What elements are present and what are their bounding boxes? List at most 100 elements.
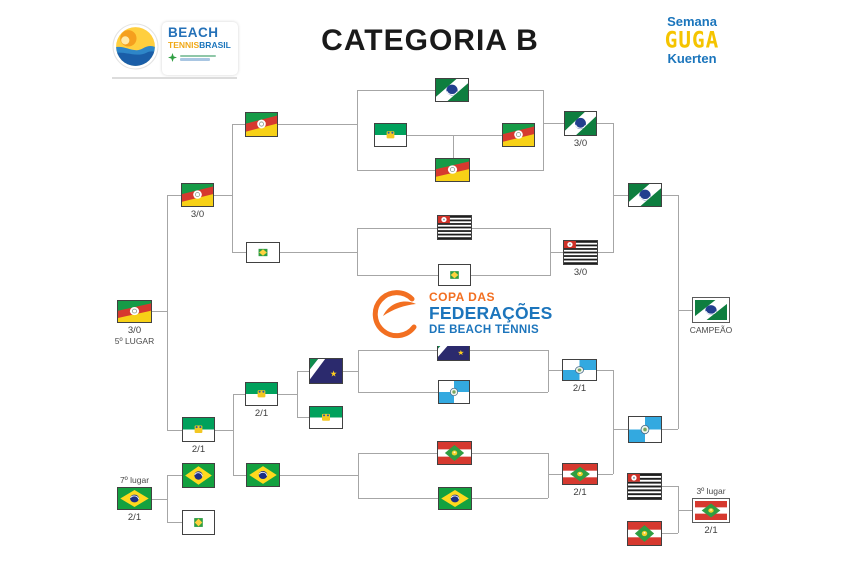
bracket-line	[280, 252, 357, 253]
page-title: CATEGORIA B	[321, 24, 539, 57]
svg-text:★: ★	[330, 369, 337, 379]
beach-tennis-ball-icon	[112, 23, 159, 70]
bracket-line	[167, 195, 168, 430]
parana-flag-icon	[436, 79, 468, 101]
bracket-line	[678, 510, 692, 511]
bracket-node-third-place-winner-santa-catarina	[692, 498, 730, 523]
bracket-line	[233, 394, 245, 395]
match-score: 3/0	[190, 209, 205, 220]
bracket-line	[613, 195, 628, 196]
bracket-line	[215, 430, 233, 431]
bracket-line	[167, 430, 182, 431]
match-score: 2/1	[127, 512, 142, 523]
bracket-line	[548, 453, 549, 498]
bracket-node-prelim-rio-grande-do-norte	[374, 123, 407, 147]
beach-tennis-brasil-logo: BEACH TENNISBRASIL	[112, 20, 238, 78]
santa-catarina-flag-icon	[695, 501, 727, 520]
bracket-line	[278, 394, 297, 395]
guga-wordmark: GUGA	[664, 27, 720, 53]
bracket-line	[280, 475, 358, 476]
bracket-line	[598, 474, 613, 475]
bracket-line	[297, 417, 309, 418]
rio-de-janeiro-flag-icon	[629, 417, 661, 442]
rio-grande-do-sul-flag-icon	[503, 124, 534, 146]
de-beach-tennis-text: DE BEACH TENNIS	[429, 323, 539, 336]
copa-swirl-icon	[368, 286, 424, 342]
bracket-node-semi-top-winner-parana	[628, 183, 662, 207]
bracket-line	[613, 370, 614, 474]
copa-federacoes-logo: COPA DAS FEDERAÇÕES DE BEACH TENNIS	[368, 286, 552, 346]
confederation-crest-icon	[168, 53, 177, 62]
bracket-line	[662, 195, 678, 196]
bracket-node-cons-semi2-winner-rio-grande-do-norte	[182, 417, 215, 442]
mato-grosso-do-sul-flag-icon: ★	[310, 359, 342, 383]
rio-grande-do-norte-flag-icon	[183, 418, 214, 441]
logo-divider	[112, 77, 237, 79]
bracket-node-sf3-loser-mato-grosso-do-sul: ★	[309, 358, 343, 384]
bracket-line	[357, 90, 358, 170]
bracket-line	[357, 228, 358, 275]
semana-guga-kuerten-logo: Semana GUGA Kuerten	[652, 14, 732, 66]
bracket-line	[678, 195, 679, 429]
bracket-line	[543, 123, 564, 124]
svg-text:★: ★	[457, 348, 464, 356]
distrito-federal-flag-icon	[439, 265, 470, 285]
distrito-federal-flag-icon	[247, 243, 279, 262]
match-score: 2/1	[704, 525, 718, 536]
rio-grande-do-norte-flag-icon	[375, 124, 406, 146]
rio-grande-do-norte-flag-icon	[310, 407, 342, 428]
bracket-line	[232, 252, 246, 253]
bracket-node-sf4-santa-catarina	[437, 441, 472, 465]
bracket-line	[233, 394, 234, 475]
rio-grande-do-norte-flag-icon	[246, 383, 277, 405]
rio-de-janeiro-flag-icon	[563, 360, 596, 380]
bracket-line	[548, 474, 562, 475]
bracket-line	[214, 195, 232, 196]
bracket-line	[232, 124, 245, 125]
bracket-line	[662, 429, 678, 430]
kuerten-word: Kuerten	[667, 51, 717, 66]
bracket-line	[152, 311, 167, 312]
distrito-federal-flag-icon	[183, 511, 214, 534]
sao-paulo-flag-icon	[628, 474, 661, 499]
bracket-node-fifth-place-winner-rio-grande-do-sul	[117, 300, 152, 323]
brasil-word: BRASIL	[199, 40, 231, 50]
brasil-flag-icon	[183, 464, 214, 487]
placement-label: 3º lugar	[696, 486, 726, 496]
bracket-line	[678, 486, 679, 533]
bracket-line	[548, 350, 549, 392]
bracket-node-cons-prelim-rio-grande-do-norte	[309, 406, 343, 429]
bracket-node-sf3-winner-rio-de-janeiro	[562, 359, 597, 381]
bracket-node-seventh-place-brasil	[182, 463, 215, 488]
sao-paulo-flag-icon	[564, 241, 597, 264]
rio-de-janeiro-flag-icon	[439, 381, 469, 403]
bracket-node-cons-prelim-winner-rio-grande-do-norte	[245, 382, 278, 406]
bracket-node-sf4-winner-santa-catarina	[562, 463, 598, 485]
santa-catarina-flag-icon	[628, 522, 661, 545]
match-score: 2/1	[254, 408, 269, 419]
bracket-node-sf2-winner-sao-paulo	[563, 240, 598, 265]
beach-word: BEACH	[168, 25, 219, 40]
bracket-node-champion-parana	[692, 297, 730, 323]
match-score: 3/0	[127, 325, 142, 336]
parana-flag-icon	[695, 300, 727, 320]
bracket-node-sf1-winner-parana	[564, 111, 597, 136]
santa-catarina-flag-icon	[563, 464, 597, 484]
rio-grande-do-sul-flag-icon	[118, 301, 151, 322]
bracket-line	[597, 370, 613, 371]
bracket-line	[358, 453, 359, 498]
placement-label: 5º LUGAR	[114, 336, 155, 346]
bracket-node-sf2-loser-distrito-federal	[246, 242, 280, 263]
bracket-node-sf2-distrito-federal	[438, 264, 471, 286]
bracket-node-third-place-santa-catarina	[627, 521, 662, 546]
rio-grande-do-sul-flag-icon	[246, 113, 277, 136]
bracket-line	[453, 135, 454, 158]
copa-das-text: COPA DAS	[429, 290, 496, 304]
beach-tennis-wordmark: BEACH TENNISBRASIL	[162, 22, 238, 75]
bracket-line	[613, 123, 614, 253]
rio-grande-do-sul-flag-icon	[436, 159, 469, 181]
bracket-line	[297, 371, 298, 417]
placement-label: 7º lugar	[119, 475, 150, 485]
federacoes-text: FEDERAÇÕES	[429, 303, 553, 323]
